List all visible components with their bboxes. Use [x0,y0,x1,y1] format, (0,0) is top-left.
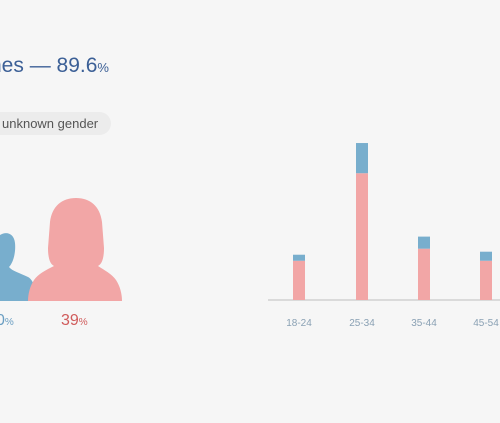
bar-35-44-segment-2 [418,236,430,249]
x-tick-label: 35-44 [411,318,437,329]
male-figure-icon [0,233,37,301]
title-text: nes — 89.6 [0,54,98,77]
female-percentage: 39% [61,312,88,329]
female-figure-icon [28,198,122,301]
bar-35-44-segment-1 [418,248,430,300]
unknown-gender-chip[interactable]: unknown gender [0,112,112,135]
x-tick-label: 25-34 [349,318,375,329]
tick-labels-group: 18-24 25-34 35-44 45-54 [286,318,499,329]
x-tick-label: 18-24 [286,318,312,329]
bar-18-24-segment-2 [293,254,305,261]
bar-45-54-segment-2 [480,251,492,261]
bar-25-34-segment-1 [356,173,368,300]
bars-group [293,143,492,300]
bar-45-54-segment-1 [480,260,492,300]
bar-18-24-segment-1 [293,260,305,300]
page-title: nes — 89.6% [0,54,109,78]
title-percent-unit: % [97,60,109,75]
male-percentage: 0% [0,312,14,329]
x-tick-label: 45-54 [473,318,499,329]
bar-25-34-segment-2 [356,143,368,174]
chip-label: unknown gender [2,116,99,131]
